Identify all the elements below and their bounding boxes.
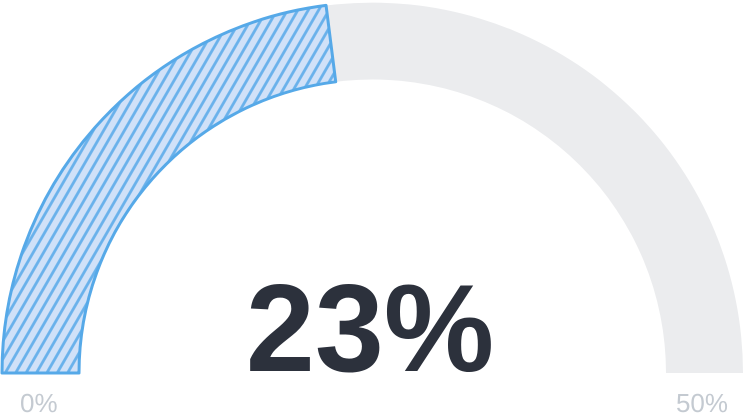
gauge-min-tick-label: 0% — [20, 388, 58, 413]
gauge-max-tick-label: 50% — [676, 388, 728, 413]
gauge-value-arc — [0, 3, 338, 375]
gauge-value-label: 23% — [246, 260, 494, 398]
